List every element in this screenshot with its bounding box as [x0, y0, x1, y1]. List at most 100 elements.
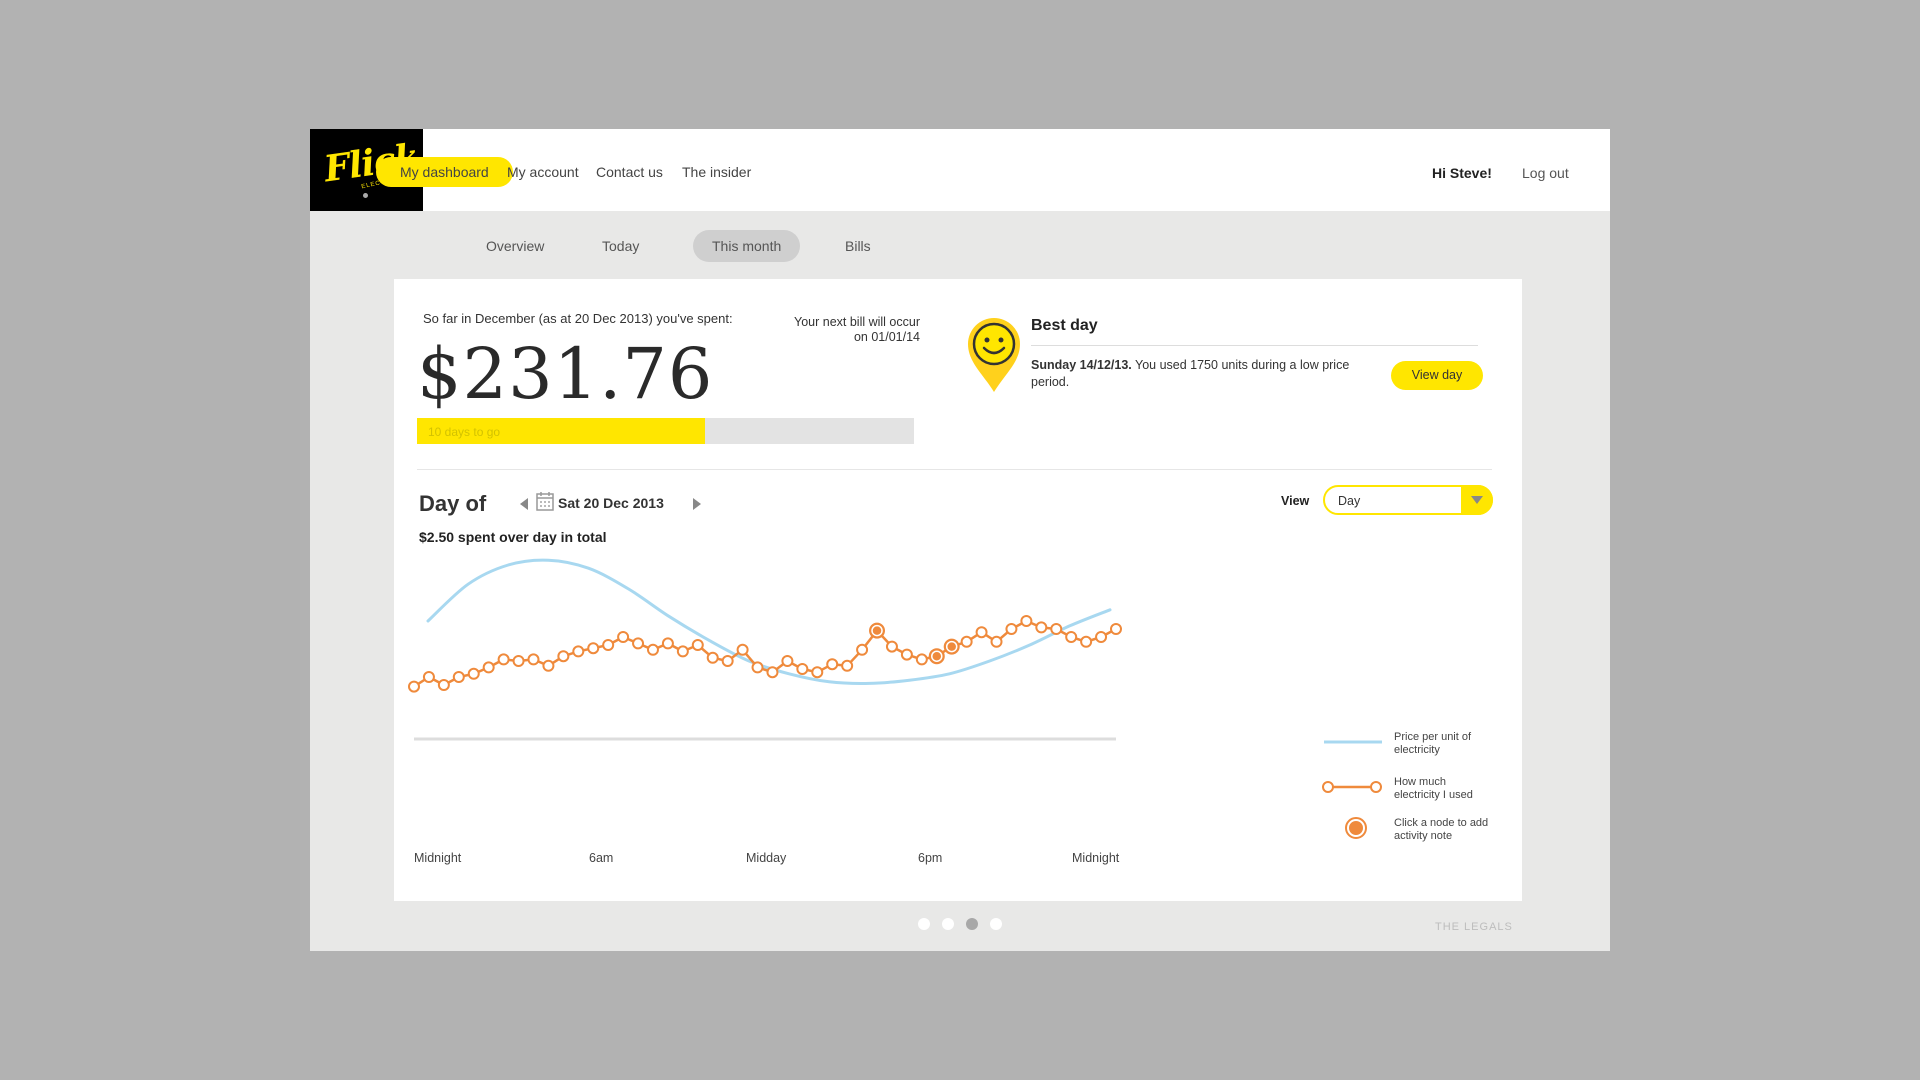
usage-node[interactable] [766, 666, 779, 679]
usage-node[interactable] [452, 671, 465, 683]
usage-node[interactable] [482, 661, 495, 674]
best-day-divider [1031, 345, 1478, 346]
next-bill-note: Your next bill will occur on 01/01/14 [794, 315, 920, 344]
section-divider [417, 469, 1492, 470]
usage-node-highlighted-center[interactable] [871, 624, 883, 637]
usage-node[interactable] [1095, 631, 1108, 643]
pagination-dot[interactable] [918, 918, 930, 930]
nav-the-insider[interactable]: The insider [682, 164, 752, 180]
pagination-dot[interactable] [942, 918, 954, 930]
best-day-text: Sunday 14/12/13. You used 1750 units dur… [1031, 357, 1351, 391]
usage-node[interactable] [527, 653, 540, 666]
best-day-description: You used 1750 units during a low price p… [1031, 358, 1350, 389]
x-tick-label: Midday [746, 851, 787, 865]
usage-node[interactable] [676, 645, 689, 658]
legend-note-label: Click a node to add activity note [1394, 817, 1489, 842]
usage-node[interactable] [512, 655, 525, 667]
day-spent-total: $2.50 spent over day in total [419, 529, 607, 545]
usage-node[interactable] [990, 635, 1003, 648]
pagination-dot[interactable] [990, 918, 1002, 930]
usage-node[interactable] [751, 661, 764, 674]
smiley-pin-icon [968, 318, 1020, 392]
usage-node[interactable] [408, 680, 420, 693]
usage-node[interactable] [587, 642, 600, 655]
x-tick-label: Midnight [414, 851, 462, 865]
usage-node[interactable] [915, 653, 928, 666]
month-progress-bar: 10 days to go [417, 418, 914, 444]
usage-node[interactable] [661, 637, 674, 650]
usage-node[interactable] [691, 639, 704, 651]
usage-chart [408, 558, 1382, 839]
legend-note-node-fill [1347, 819, 1365, 837]
legals-link[interactable]: THE LEGALS [1435, 921, 1513, 933]
usage-node[interactable] [856, 643, 869, 656]
view-select-value: Day [1338, 494, 1361, 508]
best-day-title: Best day [1031, 317, 1098, 334]
usage-node[interactable] [706, 651, 719, 664]
view-select-toggle[interactable] [1461, 485, 1493, 515]
usage-node[interactable] [975, 626, 988, 639]
usage-node[interactable] [1005, 623, 1018, 635]
usage-node[interactable] [841, 659, 854, 672]
progress-text: 10 days to go [428, 425, 501, 439]
usage-node[interactable] [826, 658, 839, 671]
legend-usage-node-left [1322, 781, 1334, 793]
usage-node[interactable] [900, 648, 913, 661]
x-tick-label: 6pm [918, 851, 943, 865]
usage-node-highlighted-center[interactable] [945, 640, 958, 653]
next-day-icon[interactable] [693, 498, 701, 510]
usage-node[interactable] [736, 643, 749, 656]
usage-node-highlighted-center[interactable] [931, 650, 943, 662]
usage-node[interactable] [1080, 635, 1093, 648]
legend-price-label: Price per unit of electricity [1394, 731, 1472, 756]
tab-overview[interactable]: Overview [486, 238, 545, 254]
usage-node[interactable] [467, 667, 480, 680]
tab-today[interactable]: Today [602, 238, 640, 254]
user-greeting: Hi Steve! [1432, 165, 1492, 181]
previous-day-icon[interactable] [520, 498, 528, 510]
usage-node[interactable] [497, 653, 510, 666]
nav-contact-us[interactable]: Contact us [596, 164, 663, 180]
usage-node[interactable] [781, 655, 794, 667]
usage-node[interactable] [1110, 623, 1122, 635]
usage-node[interactable] [885, 640, 898, 653]
usage-node[interactable] [811, 666, 824, 679]
usage-node[interactable] [572, 645, 585, 658]
selected-date[interactable]: Sat 20 Dec 2013 [558, 495, 664, 511]
usage-node[interactable] [422, 671, 435, 683]
usage-node[interactable] [646, 643, 659, 656]
legend-usage-node-right [1370, 781, 1382, 793]
usage-node[interactable] [437, 679, 450, 691]
view-select[interactable]: Day [1323, 485, 1493, 515]
usage-node[interactable] [542, 659, 555, 672]
nav-my-account[interactable]: My account [507, 164, 579, 180]
usage-node[interactable] [721, 655, 734, 667]
pagination-dot[interactable] [966, 918, 978, 930]
best-day-date: Sunday 14/12/13. [1031, 358, 1132, 372]
usage-node[interactable] [617, 631, 630, 643]
chevron-down-icon [1471, 496, 1483, 504]
usage-node[interactable] [557, 650, 570, 663]
usage-node[interactable] [1050, 623, 1063, 635]
tab-this-month[interactable]: This month [693, 230, 801, 262]
price-series-line [426, 558, 1112, 685]
usage-node[interactable] [1035, 621, 1048, 634]
spent-amount: $231.76 [417, 333, 714, 415]
usage-node[interactable] [602, 639, 615, 651]
spent-label: So far in December (as at 20 Dec 2013) y… [423, 311, 733, 326]
calendar-icon[interactable] [536, 491, 554, 511]
month-card: So far in December (as at 20 Dec 2013) y… [394, 279, 1522, 901]
tab-bills[interactable]: Bills [845, 238, 871, 254]
usage-node[interactable] [796, 663, 809, 675]
usage-node[interactable] [1065, 631, 1078, 643]
view-label: View [1281, 494, 1310, 508]
usage-node[interactable] [1020, 615, 1033, 627]
view-day-button[interactable]: View day [1391, 361, 1483, 390]
usage-node[interactable] [960, 635, 973, 648]
x-tick-label: 6am [589, 851, 614, 865]
logout-link[interactable]: Log out [1522, 165, 1569, 181]
legend-note-node-ring [1345, 817, 1367, 839]
logo-mark-icon [363, 193, 368, 198]
nav-my-dashboard[interactable]: My dashboard [376, 157, 513, 187]
usage-node[interactable] [632, 637, 645, 650]
